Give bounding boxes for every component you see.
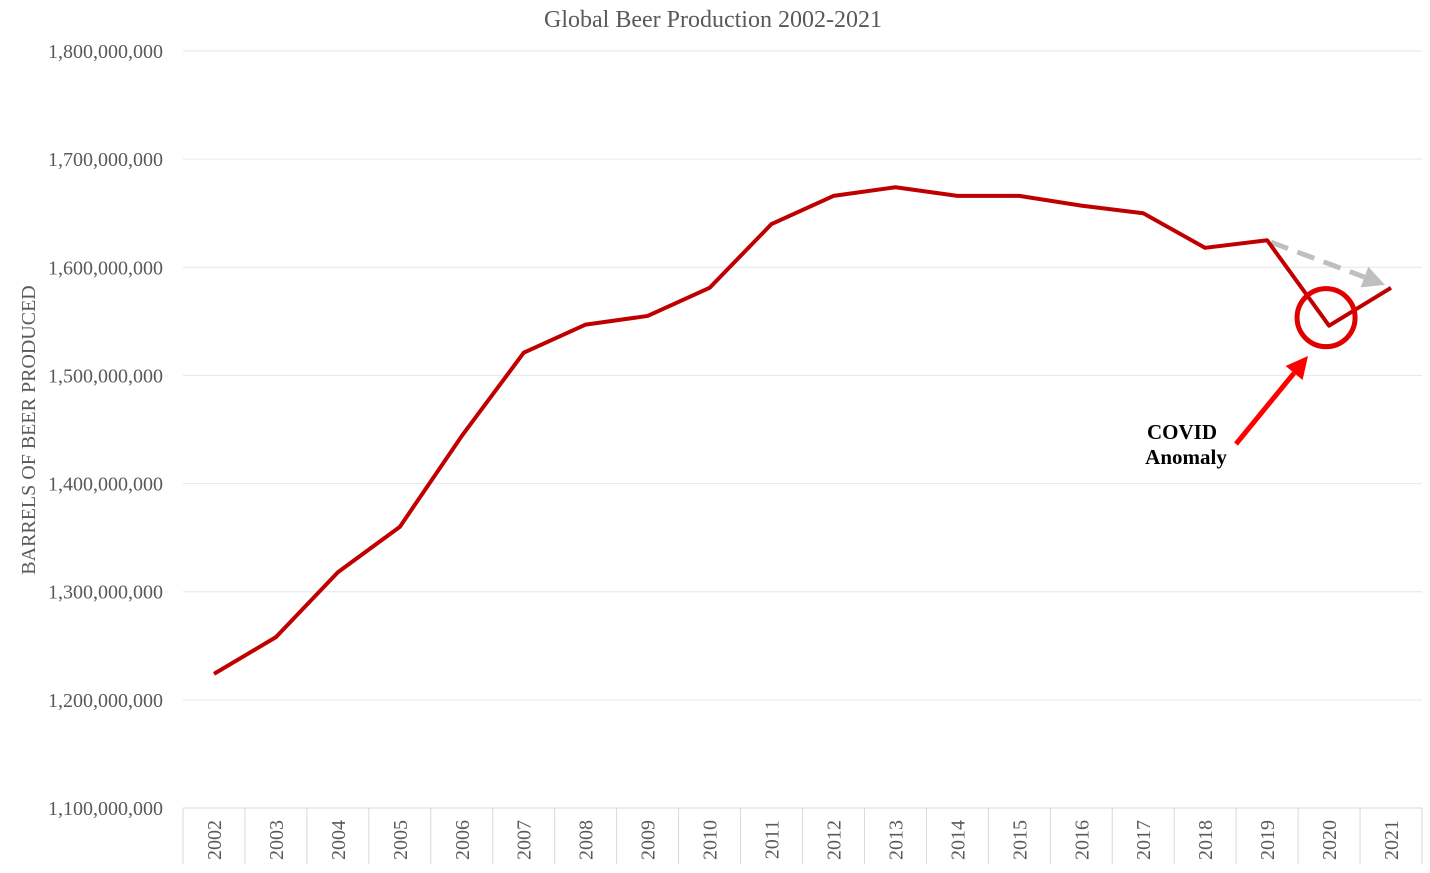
annotation-label-covid: COVID: [1147, 420, 1217, 444]
y-tick-label: 1,100,000,000: [48, 798, 163, 820]
y-tick-label: 1,600,000,000: [48, 257, 163, 279]
y-axis-label: BARRELS OF BEER PRODUCED: [18, 285, 40, 575]
x-tick-labels: 2002 2003 2004 2005 2006 2007 2008 2009 2010 2011…: [182, 808, 1423, 864]
x-tick-label: 2007: [514, 820, 536, 860]
x-tick-label: 2009: [638, 820, 660, 860]
x-tick-label: 2003: [266, 820, 288, 860]
y-tick-label: 1,200,000,000: [48, 690, 163, 712]
x-tick-label: 2014: [947, 820, 969, 860]
x-tick-label: 2008: [576, 820, 598, 860]
x-tick-label: 2017: [1133, 820, 1155, 860]
trend-arrow: [1270, 239, 1386, 288]
x-tick-label: 2006: [452, 820, 474, 860]
x-tick-label: 2012: [823, 820, 845, 860]
trend-arrow-head: [1360, 266, 1386, 288]
x-tick-label: 2002: [204, 820, 226, 860]
x-tick-label: 2010: [700, 820, 722, 860]
x-tick-label: 2018: [1195, 820, 1217, 860]
series-line: [212, 185, 1393, 676]
gridlines: [183, 50, 1422, 701]
x-tick-label: 2021: [1381, 820, 1403, 860]
y-tick-label: 1,500,000,000: [48, 365, 163, 387]
series-group: [212, 185, 1393, 676]
trend-arrow-shaft: [1270, 239, 1366, 280]
y-tick-label: 1,400,000,000: [48, 474, 163, 496]
x-tick-label: 2004: [328, 820, 350, 860]
y-tick-label: 1,700,000,000: [48, 149, 163, 171]
anomaly-arrow-shaft: [1234, 371, 1297, 446]
x-tick-label: 2005: [390, 820, 412, 860]
x-tick-label: 2020: [1319, 820, 1341, 860]
anomaly-circle: [1294, 286, 1358, 350]
x-tick-label: 2013: [885, 820, 907, 860]
anomaly-arrow-head: [1285, 356, 1308, 380]
y-tick-label: 1,300,000,000: [48, 582, 163, 604]
x-tick-label: 2016: [1071, 820, 1093, 860]
chart-title: Global Beer Production 2002-2021: [544, 7, 882, 33]
x-tick-label: 2015: [1009, 820, 1031, 860]
x-tick-label: 2011: [762, 820, 784, 859]
annotation-label-anomaly: Anomaly: [1145, 445, 1227, 469]
x-tick-label: 2019: [1257, 820, 1279, 860]
y-tick-labels: 1,100,000,000 1,200,000,000 1,300,000,000 1…: [48, 41, 163, 820]
y-tick-label: 1,800,000,000: [48, 41, 163, 63]
